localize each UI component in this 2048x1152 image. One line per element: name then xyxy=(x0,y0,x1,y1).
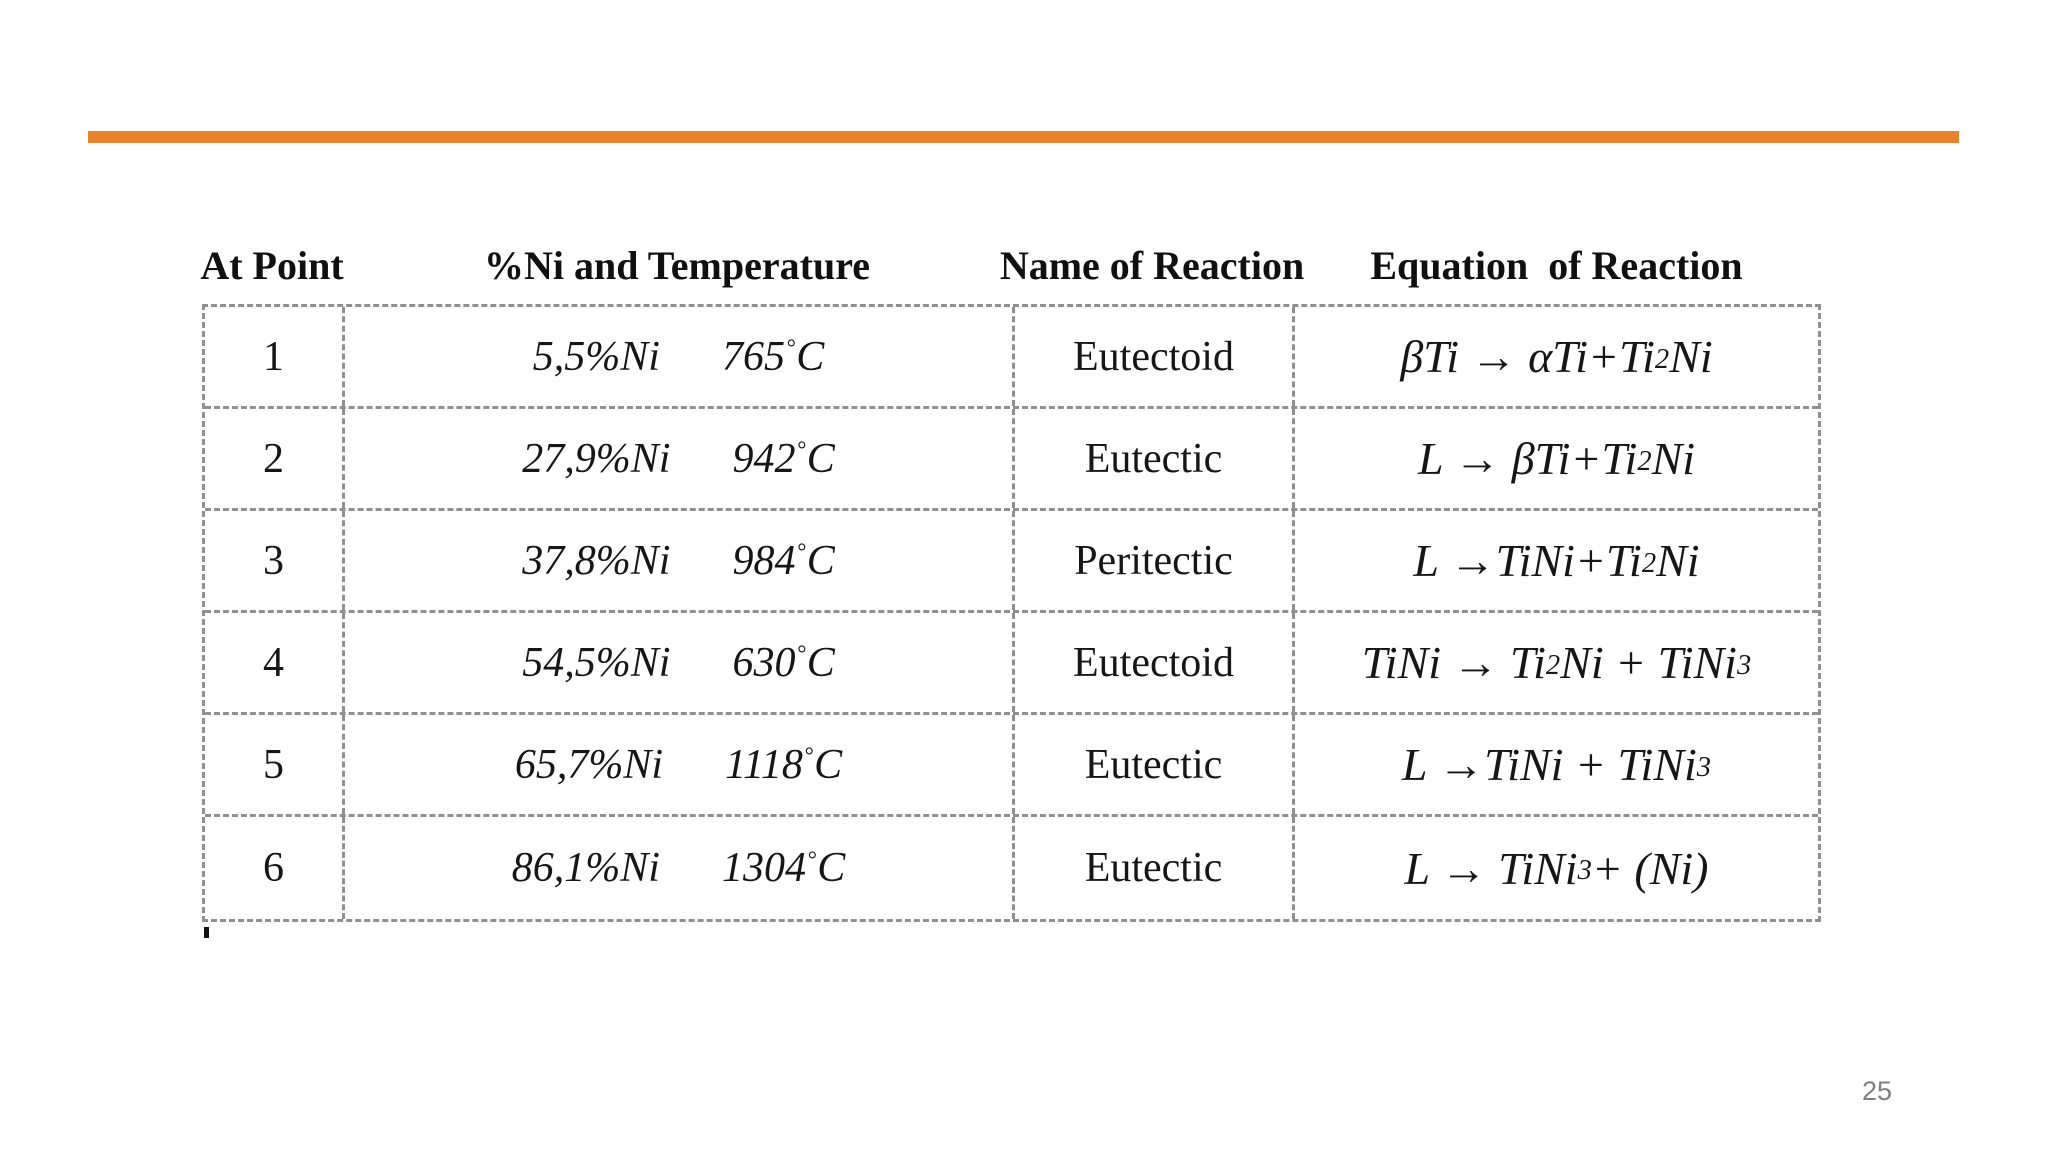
cell-equation: TiNi → Ti 2 Ni + TiNi 3 xyxy=(1361,637,1752,688)
temperature-value: 1118°C xyxy=(725,741,843,788)
temp-unit: C xyxy=(796,333,825,380)
cell-point: 4 xyxy=(205,613,345,712)
stray-mark xyxy=(204,927,209,938)
table-row: 5 65,7%Ni 1118°C Eutectic L →TiNi + TiNi… xyxy=(205,715,1818,817)
temperature-value: 630°C xyxy=(732,639,835,686)
table-row: 4 54,5%Ni 630°C Eutectoid TiNi → Ti 2 Ni +… xyxy=(205,613,1818,715)
reactions-table: 1 5,5%Ni 765°C Eutectoid βTi → αTi+Ti 2 Ni… xyxy=(202,304,1821,922)
degree-symbol: ° xyxy=(785,334,796,361)
degree-symbol: ° xyxy=(796,538,806,565)
page-number: 25 xyxy=(1862,1076,1893,1106)
ni-value: 37,8%Ni xyxy=(522,537,671,584)
degree-symbol: ° xyxy=(803,742,814,769)
temperature-value: 984°C xyxy=(732,537,835,584)
cell-ni-temp: 54,5%Ni 630°C xyxy=(345,613,1015,712)
header-at-point: At Point xyxy=(200,242,344,288)
temp-unit: C xyxy=(806,435,835,482)
header-reaction-name: Name of Reaction xyxy=(999,242,1305,288)
table-header-row: At Point %Ni and Temperature Name of Rea… xyxy=(200,232,1821,298)
cell-point: 6 xyxy=(205,817,345,919)
cell-reaction-name: Peritectic xyxy=(1015,511,1295,610)
cell-ni-temp: 65,7%Ni 1118°C xyxy=(345,715,1015,814)
cell-ni-temp: 5,5%Ni 765°C xyxy=(345,307,1015,406)
cell-point: 1 xyxy=(205,307,345,406)
degree-symbol: ° xyxy=(796,436,806,463)
table-row: 1 5,5%Ni 765°C Eutectoid βTi → αTi+Ti 2 Ni xyxy=(205,307,1818,409)
cell-ni-temp: 37,8%Ni 984°C xyxy=(345,511,1015,610)
ni-value: 54,5%Ni xyxy=(522,639,671,686)
cell-reaction-name: Eutectoid xyxy=(1015,307,1295,406)
cell-point: 3 xyxy=(205,511,345,610)
cell-reaction-name: Eutectic xyxy=(1015,817,1295,919)
header-reaction-equation: Equation of Reaction xyxy=(1370,242,1743,288)
temp-unit: C xyxy=(814,741,843,788)
cell-equation: L →TiNi+Ti 2 Ni xyxy=(1413,535,1700,586)
cell-point: 2 xyxy=(205,409,345,508)
ni-value: 27,9%Ni xyxy=(522,435,671,482)
ni-value: 86,1%Ni xyxy=(511,845,660,891)
header-ni-temperature: %Ni and Temperature xyxy=(484,242,870,288)
cell-reaction-name: Eutectic xyxy=(1015,715,1295,814)
cell-reaction-name: Eutectic xyxy=(1015,409,1295,508)
cell-ni-temp: 86,1%Ni 1304°C xyxy=(345,817,1015,919)
degree-symbol: ° xyxy=(796,640,806,667)
cell-point: 5 xyxy=(205,715,345,814)
cell-reaction-name: Eutectoid xyxy=(1015,613,1295,712)
table-row: 6 86,1%Ni 1304°C Eutectic L → TiNi 3 + (N… xyxy=(205,817,1818,919)
accent-bar xyxy=(88,131,1959,143)
cell-equation: βTi → αTi+Ti 2 Ni xyxy=(1400,331,1713,382)
table-row: 2 27,9%Ni 942°C Eutectic L → βTi+Ti 2 Ni xyxy=(205,409,1818,511)
temperature-value: 1304°C xyxy=(721,845,846,891)
temp-unit: C xyxy=(806,537,835,584)
ni-value: 65,7%Ni xyxy=(514,741,664,788)
temperature-value: 942°C xyxy=(732,435,835,482)
temperature-value: 765°C xyxy=(721,333,825,380)
cell-equation: L →TiNi + TiNi 3 xyxy=(1401,739,1712,790)
degree-symbol: ° xyxy=(806,845,817,872)
cell-ni-temp: 27,9%Ni 942°C xyxy=(345,409,1015,508)
temp-unit: C xyxy=(817,845,846,891)
cell-equation: L → βTi+Ti 2 Ni xyxy=(1417,433,1696,484)
temp-unit: C xyxy=(806,639,835,686)
table-row: 3 37,8%Ni 984°C Peritectic L →TiNi+Ti 2 Ni xyxy=(205,511,1818,613)
cell-equation: L → TiNi 3 + (Ni) xyxy=(1404,842,1709,894)
ni-value: 5,5%Ni xyxy=(532,333,660,380)
